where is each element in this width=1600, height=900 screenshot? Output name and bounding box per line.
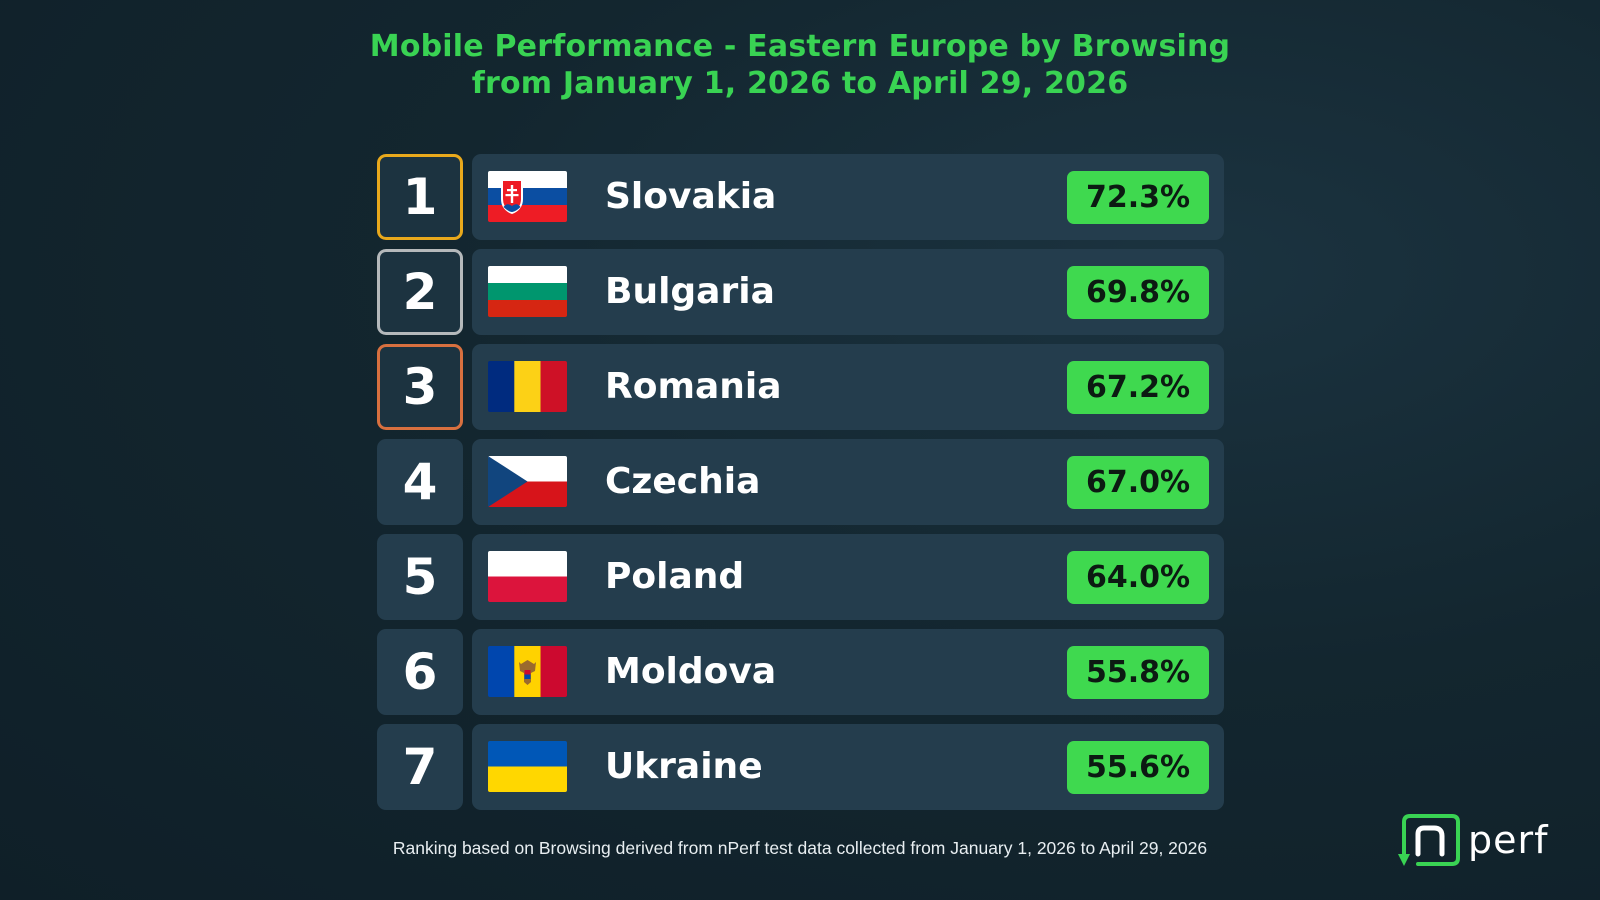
score-badge: 55.8% — [1067, 646, 1209, 699]
country-card: Poland 64.0% — [472, 534, 1224, 620]
country-name: Slovakia — [605, 176, 777, 217]
ukraine-flag-icon — [488, 741, 567, 792]
rank-badge: 5 — [377, 534, 463, 620]
score-badge: 69.8% — [1067, 266, 1209, 319]
ranking-row: 6 Moldova 55.8% — [377, 629, 1224, 715]
score-badge: 64.0% — [1067, 551, 1209, 604]
country-name: Ukraine — [605, 746, 763, 787]
bulgaria-flag-icon — [488, 266, 567, 317]
country-name: Czechia — [605, 461, 761, 502]
ranking-list: 1 Slovakia 72.3% 2 — [377, 154, 1224, 819]
rank-badge: 1 — [377, 154, 463, 240]
rank-badge: 6 — [377, 629, 463, 715]
country-card: Czechia 67.0% — [472, 439, 1224, 525]
ranking-row: 3 Romania 67.2% — [377, 344, 1224, 430]
rank-badge: 7 — [377, 724, 463, 810]
page-title: Mobile Performance - Eastern Europe by B… — [0, 28, 1600, 102]
nperf-logo-icon — [1398, 814, 1460, 866]
title-line-1: Mobile Performance - Eastern Europe by B… — [369, 29, 1231, 64]
country-name: Bulgaria — [605, 271, 775, 312]
score-badge: 67.2% — [1067, 361, 1209, 414]
footer-note: Ranking based on Browsing derived from n… — [392, 838, 1208, 858]
slovakia-flag-icon — [488, 171, 567, 222]
nperf-logo: perf — [1396, 812, 1572, 872]
romania-flag-icon — [488, 361, 567, 412]
moldova-flag-icon — [488, 646, 567, 697]
country-card: Ukraine 55.6% — [472, 724, 1224, 810]
country-name: Poland — [605, 556, 745, 597]
rank-badge: 2 — [377, 249, 463, 335]
country-card: Moldova 55.8% — [472, 629, 1224, 715]
ranking-row: 5 Poland 64.0% — [377, 534, 1224, 620]
country-name: Romania — [605, 366, 782, 407]
country-card: Romania 67.2% — [472, 344, 1224, 430]
ranking-row: 7 Ukraine 55.6% — [377, 724, 1224, 810]
score-badge: 67.0% — [1067, 456, 1209, 509]
rank-badge: 4 — [377, 439, 463, 525]
country-name: Moldova — [605, 651, 777, 692]
czechia-flag-icon — [488, 456, 567, 507]
country-card: Bulgaria 69.8% — [472, 249, 1224, 335]
ranking-row: 2 Bulgaria 69.8% — [377, 249, 1224, 335]
ranking-row: 1 Slovakia 72.3% — [377, 154, 1224, 240]
ranking-row: 4 Czechia 67.0% — [377, 439, 1224, 525]
rank-badge: 3 — [377, 344, 463, 430]
poland-flag-icon — [488, 551, 567, 602]
title-line-2: from January 1, 2026 to April 29, 2026 — [471, 66, 1129, 101]
score-badge: 72.3% — [1067, 171, 1209, 224]
logo-wordmark: perf — [1468, 818, 1549, 862]
country-card: Slovakia 72.3% — [472, 154, 1224, 240]
score-badge: 55.6% — [1067, 741, 1209, 794]
